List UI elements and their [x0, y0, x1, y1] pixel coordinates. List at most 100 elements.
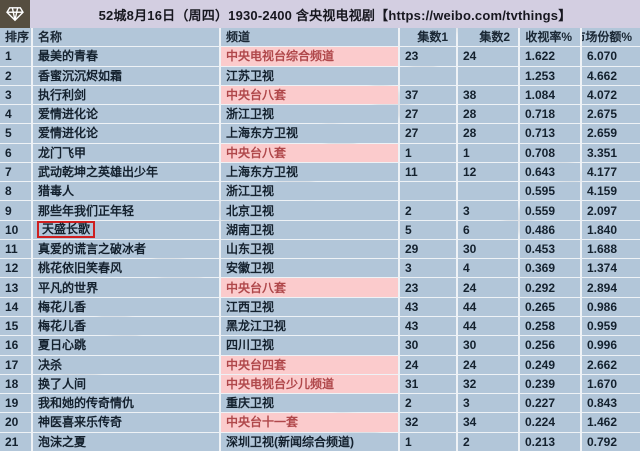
ep2-cell: 3 — [458, 201, 518, 220]
channel-cell: 中央电视台少儿频道 — [221, 374, 398, 394]
table-row: 4 爱情进化论 浙江卫视 27 28 0.718 2.675 — [0, 105, 640, 124]
channel-cell: 中央台十一套 — [221, 413, 398, 432]
share-cell: 4.177 — [582, 162, 640, 182]
ep2-cell: 30 — [458, 239, 518, 259]
show-title: 爱情进化论 — [38, 107, 99, 122]
name-cell: 最美的青春 — [33, 47, 219, 66]
table-row: 18 换了人间 中央电视台少儿频道 31 32 0.239 1.670 — [0, 374, 640, 394]
show-title: 猎毒人 — [38, 184, 75, 199]
ep2-cell: 30 — [458, 336, 518, 355]
ep2-cell: 2 — [458, 432, 518, 451]
ep2-cell: 28 — [458, 124, 518, 143]
channel-cell: 中央电视台综合频道 — [221, 47, 398, 66]
rank-cell: 14 — [0, 297, 31, 316]
share-cell: 2.659 — [582, 124, 640, 143]
ep1-cell: 2 — [400, 394, 456, 413]
rating-cell: 0.595 — [520, 182, 580, 201]
ep1-cell: 23 — [400, 47, 456, 66]
rank-cell: 5 — [0, 124, 31, 143]
table-row: 19 我和她的传奇情仇 重庆卫视 2 3 0.227 0.843 — [0, 394, 640, 413]
share-cell: 2.894 — [582, 278, 640, 297]
name-cell: 香蜜沉沉烬如霜 — [33, 66, 219, 85]
rating-cell: 0.718 — [520, 105, 580, 124]
share-cell: 0.959 — [582, 316, 640, 336]
share-cell: 1.840 — [582, 220, 640, 239]
rating-cell: 0.486 — [520, 220, 580, 239]
name-cell: 爱情进化论 — [33, 124, 219, 143]
rating-cell: 0.239 — [520, 374, 580, 394]
show-title: 神医喜来乐传奇 — [38, 415, 123, 430]
name-cell: 执行利剑 — [33, 85, 219, 105]
share-cell: 2.662 — [582, 355, 640, 374]
name-cell: 神医喜来乐传奇 — [33, 413, 219, 432]
ep1-cell: 1 — [400, 432, 456, 451]
col-header-rank: 排序 — [0, 28, 31, 47]
channel-cell: 山东卫视 — [221, 239, 398, 259]
channel-cell: 重庆卫视 — [221, 394, 398, 413]
ep1-cell: 43 — [400, 297, 456, 316]
ratings-table: 排序 名称 频道 集数1 集数2 收视率% 市场份额% 1 最美的青春 中央电视… — [0, 28, 640, 451]
share-cell: 6.070 — [582, 47, 640, 66]
rating-cell: 1.622 — [520, 47, 580, 66]
ep2-cell: 28 — [458, 105, 518, 124]
share-cell: 0.986 — [582, 297, 640, 316]
channel-cell: 江苏卫视 — [221, 66, 398, 85]
table-row: 5 爱情进化论 上海东方卫视 27 28 0.713 2.659 — [0, 124, 640, 143]
ep1-cell: 23 — [400, 278, 456, 297]
rank-cell: 18 — [0, 374, 31, 394]
col-header-rating: 收视率% — [520, 28, 580, 47]
share-cell: 1.670 — [582, 374, 640, 394]
rank-cell: 7 — [0, 162, 31, 182]
ep2-cell: 44 — [458, 316, 518, 336]
channel-cell: 上海东方卫视 — [221, 124, 398, 143]
ep2-cell: 34 — [458, 413, 518, 432]
ep2-cell — [458, 182, 518, 201]
rating-cell: 0.256 — [520, 336, 580, 355]
share-cell: 1.462 — [582, 413, 640, 432]
name-cell: 桃花依旧笑春风 — [33, 259, 219, 278]
name-cell: 泡沫之夏 — [33, 432, 219, 451]
rank-cell: 6 — [0, 143, 31, 162]
rank-cell: 12 — [0, 259, 31, 278]
rank-cell: 21 — [0, 432, 31, 451]
ep2-cell: 38 — [458, 85, 518, 105]
col-header-ep1: 集数1 — [400, 28, 456, 47]
channel-cell: 四川卫视 — [221, 336, 398, 355]
channel-cell: 中央台四套 — [221, 355, 398, 374]
col-header-channel: 频道 — [221, 28, 398, 47]
name-cell: 武动乾坤之英雄出少年 — [33, 162, 219, 182]
name-cell: 夏日心跳 — [33, 336, 219, 355]
rating-cell: 0.213 — [520, 432, 580, 451]
rank-cell: 16 — [0, 336, 31, 355]
show-title: 平凡的世界 — [38, 280, 99, 295]
channel-cell: 中央台八套 — [221, 143, 398, 162]
show-title: 那些年我们正年轻 — [38, 203, 135, 218]
share-cell: 4.159 — [582, 182, 640, 201]
ep1-cell: 24 — [400, 355, 456, 374]
name-cell: 决杀 — [33, 355, 219, 374]
ep1-cell: 5 — [400, 220, 456, 239]
ep1-cell: 43 — [400, 316, 456, 336]
show-title: 武动乾坤之英雄出少年 — [38, 164, 159, 179]
ep2-cell: 3 — [458, 394, 518, 413]
rating-cell: 0.559 — [520, 201, 580, 220]
rank-cell: 2 — [0, 66, 31, 85]
table-row: 6 龙门飞甲 中央台八套 1 1 0.708 3.351 — [0, 143, 640, 162]
rating-cell: 0.369 — [520, 259, 580, 278]
share-cell: 2.675 — [582, 105, 640, 124]
table-row: 9 那些年我们正年轻 北京卫视 2 3 0.559 2.097 — [0, 201, 640, 220]
channel-cell: 深圳卫视(新闻综合频道) — [221, 432, 398, 451]
show-title: 香蜜沉沉烬如霜 — [38, 68, 123, 83]
title-bar: 52城8月16日（周四）1930-2400 含央视电视剧【https://wei… — [0, 0, 640, 28]
rank-cell: 15 — [0, 316, 31, 336]
ep2-cell: 24 — [458, 278, 518, 297]
rating-cell: 0.453 — [520, 239, 580, 259]
table-row: 13 平凡的世界 中央台八套 23 24 0.292 2.894 — [0, 278, 640, 297]
show-title: 桃花依旧笑春风 — [38, 261, 123, 276]
rank-cell: 19 — [0, 394, 31, 413]
rank-cell: 13 — [0, 278, 31, 297]
name-cell: 真爱的谎言之破冰者 — [33, 239, 219, 259]
rating-cell: 0.224 — [520, 413, 580, 432]
ep2-cell — [458, 66, 518, 85]
